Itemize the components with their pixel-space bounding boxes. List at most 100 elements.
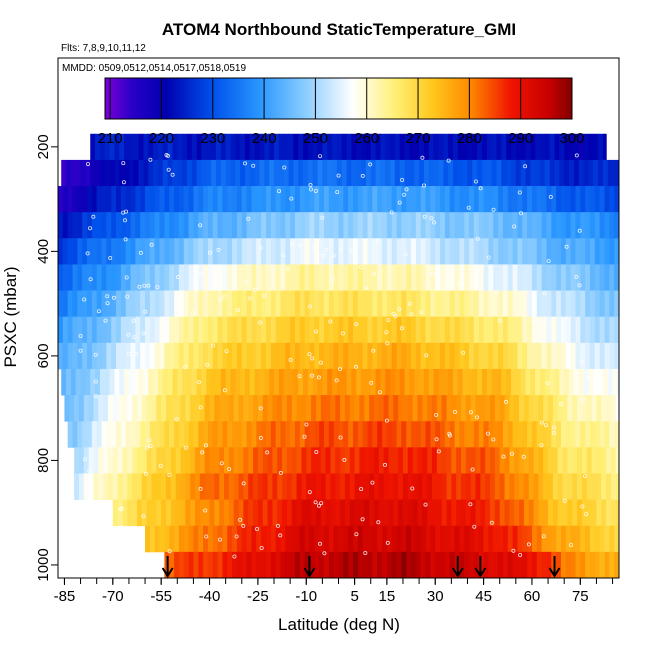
observation-point <box>511 548 516 553</box>
heatmap-cell <box>156 395 162 422</box>
heatmap-cell <box>130 264 136 291</box>
heatmap-cell <box>596 473 602 501</box>
heatmap-cell <box>472 159 478 187</box>
heatmap-cell <box>304 421 311 448</box>
heatmap-cell <box>290 525 296 553</box>
heatmap-cell <box>580 551 586 578</box>
heatmap-cell <box>309 551 315 578</box>
heatmap-cell <box>135 290 141 318</box>
observation-point <box>138 250 143 255</box>
heatmap-cell <box>96 186 103 213</box>
heatmap-cell <box>575 421 581 448</box>
heatmap-cell <box>341 368 348 396</box>
heatmap-cell <box>93 395 99 422</box>
heatmap-cell <box>446 473 452 501</box>
observation-point <box>203 443 208 448</box>
heatmap-cell <box>349 473 356 501</box>
heatmap-cell <box>251 186 257 213</box>
heatmap-cell <box>138 159 145 187</box>
heatmap-cell <box>159 421 165 448</box>
heatmap-cell <box>514 473 520 501</box>
heatmap-cell <box>161 473 167 501</box>
heatmap-cell <box>404 368 411 396</box>
heatmap-cell <box>367 421 373 448</box>
heatmap-cell <box>546 212 552 239</box>
heatmap-cell <box>512 316 519 344</box>
heatmap-cell <box>280 316 286 344</box>
heatmap-cell <box>111 186 117 213</box>
flight-marker-head <box>548 567 561 578</box>
heatmap-cell <box>409 159 415 187</box>
observation-point <box>198 486 203 491</box>
heatmap-cell <box>82 316 88 344</box>
heatmap-cell <box>477 368 483 396</box>
heatmap-cell <box>444 264 451 291</box>
heatmap-cell <box>562 447 569 474</box>
heatmap-cell <box>401 212 407 239</box>
heatmap-cell <box>615 473 619 501</box>
heatmap-cell <box>91 316 98 344</box>
heatmap-cell <box>219 447 225 474</box>
heatmap-cell <box>306 499 312 527</box>
heatmap-cell <box>493 551 499 578</box>
heatmap-cell <box>594 421 601 448</box>
heatmap-cell <box>228 395 235 422</box>
heatmap-cell <box>262 499 269 527</box>
heatmap-cell <box>193 342 199 370</box>
heatmap-cell <box>69 395 75 422</box>
observation-point <box>132 335 137 340</box>
heatmap-cell <box>572 395 578 422</box>
heatmap-cell <box>243 499 249 527</box>
heatmap-cell <box>556 551 562 578</box>
heatmap-cell <box>80 368 87 396</box>
heatmap-cell <box>303 368 309 396</box>
heatmap-cell <box>475 447 481 474</box>
heatmap-cell <box>485 473 491 501</box>
heatmap-cell <box>203 421 209 448</box>
observation-point <box>400 177 405 182</box>
heatmap-cell <box>140 342 146 370</box>
heatmap-cell <box>422 447 428 474</box>
heatmap-cell <box>203 551 209 578</box>
heatmap-cell <box>530 133 536 161</box>
heatmap-cell <box>359 473 365 501</box>
colorbar-tick-label: 300 <box>559 130 584 147</box>
heatmap-cell <box>72 342 78 370</box>
heatmap-cell <box>328 290 335 318</box>
heatmap-cell <box>203 212 209 239</box>
heatmap-cell <box>430 186 436 213</box>
heatmap-cell <box>601 473 607 501</box>
heatmap-cell <box>106 238 112 265</box>
heatmap-cell <box>604 238 610 265</box>
heatmap-cell <box>357 290 364 318</box>
heatmap-cell <box>365 159 372 187</box>
observation-point <box>386 317 391 322</box>
heatmap-cell <box>391 186 398 213</box>
heatmap-cell <box>401 551 407 578</box>
heatmap-cell <box>251 342 257 370</box>
heatmap-cell <box>444 186 451 213</box>
heatmap-cell <box>406 264 412 291</box>
observation-point <box>546 259 551 264</box>
heatmap-cell <box>573 133 580 161</box>
heatmap-cell <box>315 473 322 501</box>
heatmap-cell <box>519 473 525 501</box>
heatmap-cell <box>227 290 233 318</box>
heatmap-cell <box>169 551 175 578</box>
heatmap-cell <box>286 499 293 527</box>
heatmap-cell <box>570 551 577 578</box>
heatmap-cell <box>217 186 224 213</box>
heatmap-cell <box>483 212 490 239</box>
heatmap-cell <box>172 133 178 161</box>
heatmap-cell <box>291 395 298 422</box>
observation-point <box>523 164 528 169</box>
heatmap-cell <box>527 551 533 578</box>
heatmap-cell <box>507 264 514 291</box>
heatmap-cell <box>270 186 277 213</box>
heatmap-cell <box>357 421 364 448</box>
heatmap-cell <box>146 395 153 422</box>
heatmap-cell <box>333 290 340 318</box>
heatmap-cell <box>557 395 564 422</box>
heatmap-cell <box>594 212 601 239</box>
heatmap-cell <box>193 525 199 553</box>
